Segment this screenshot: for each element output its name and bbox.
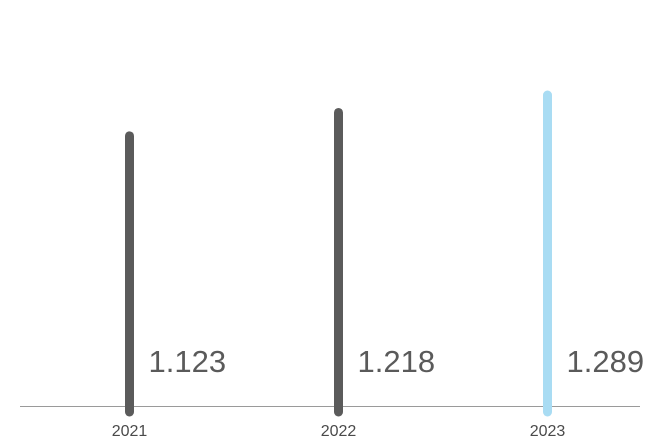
value-label-2023: 1.289: [567, 344, 645, 379]
value-labels-group: 1.123 1.218 1.289: [149, 344, 645, 379]
x-tick-label-2022: 2022: [321, 423, 357, 440]
value-label-2022: 1.218: [358, 344, 436, 379]
x-tick-label-2023: 2023: [530, 423, 566, 440]
x-tick-label-2021: 2021: [112, 423, 148, 440]
value-label-2021: 1.123: [149, 344, 227, 379]
bars-group: [125, 90, 552, 417]
tick-labels-group: 2021 2022 2023: [112, 423, 566, 440]
